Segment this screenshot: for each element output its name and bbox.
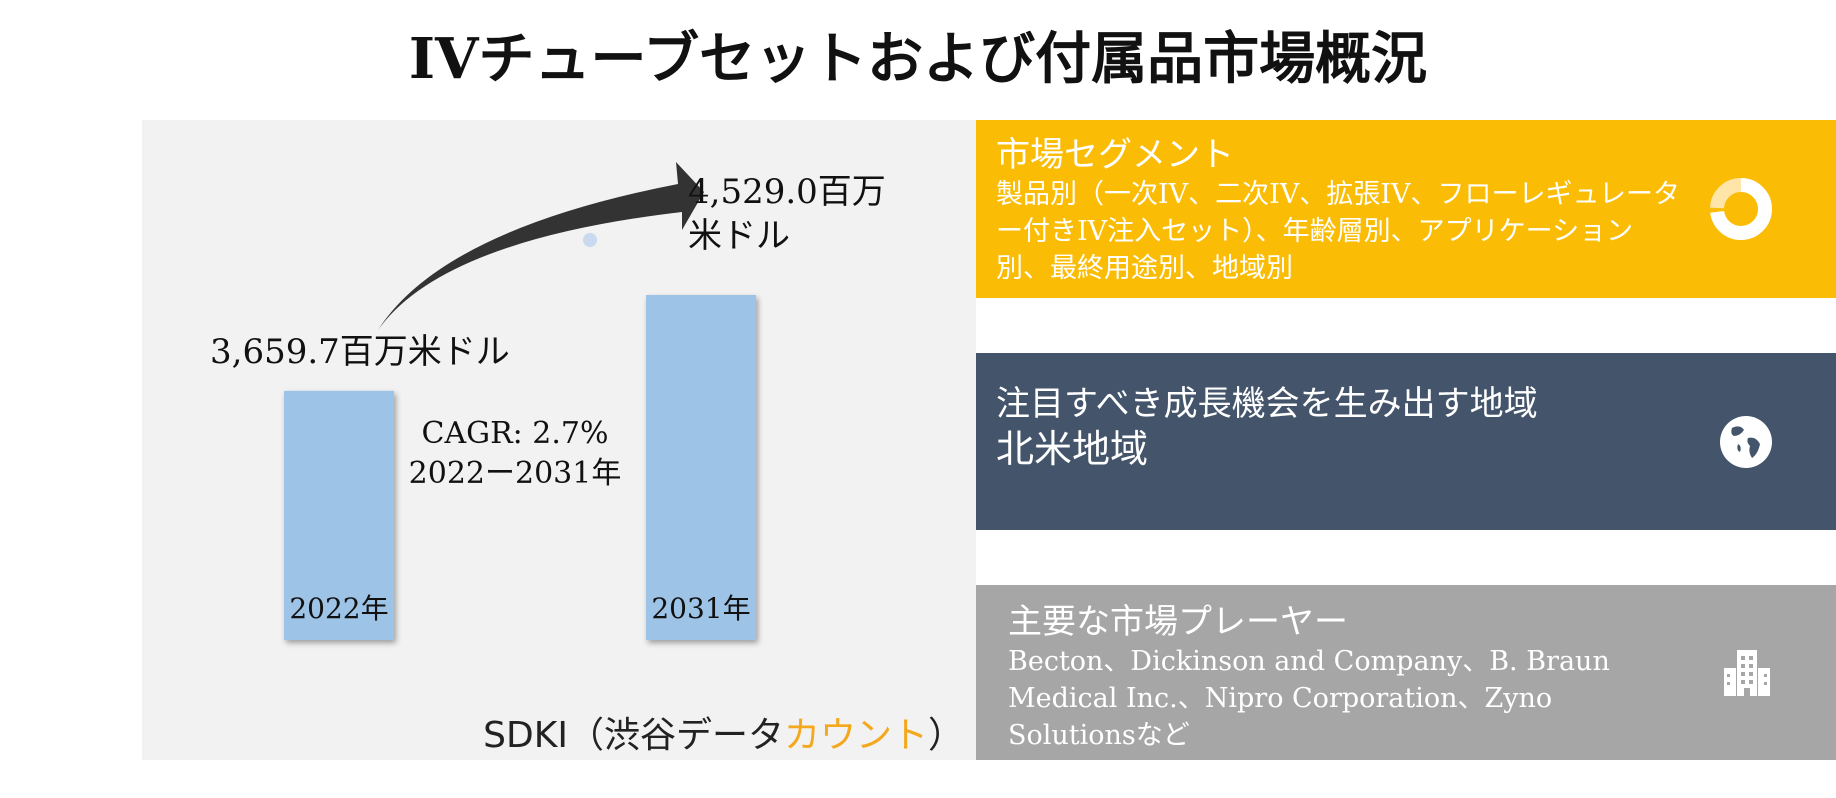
chart-panel: 2022年 2031年 3,659.7百万米ドル 4,529.0百万 米ドル CAG… <box>142 120 976 760</box>
page-title: IVチューブセットおよび付属品市場概況 <box>408 26 1428 92</box>
bar-1 <box>646 295 756 640</box>
cagr-label: CAGR: 2.7% 2022ー2031年 <box>400 414 630 494</box>
brand-prefix: SDKI（渋谷データ <box>483 715 784 756</box>
bar-chart: 2022年 2031年 <box>284 162 756 640</box>
arrow-dot <box>583 233 597 247</box>
globe-icon <box>1720 415 1772 468</box>
segment-heading: 市場セグメント <box>996 135 1234 175</box>
segment-body: 製品別（一次IV、二次IV、拡張IV、フローレギュレーター付きIV注入セット）、… <box>996 179 1680 284</box>
region-box: 注目すべき成長機会を生み出す地域 北米地域 <box>976 353 1836 530</box>
region-heading: 注目すべき成長機会を生み出す地域 <box>996 384 1538 424</box>
brand-logo: SDKI（渋谷データカウント） <box>483 706 964 758</box>
brand-suffix: ） <box>927 715 964 756</box>
category-label-0: 2022年 <box>289 592 388 625</box>
building-icon <box>1724 649 1770 696</box>
players-body: Becton、Dickinson and Company、B. Braun Me… <box>1008 646 1610 751</box>
category-label-1: 2031年 <box>651 592 750 625</box>
growth-arrow <box>378 162 704 330</box>
donut-chart-icon <box>1710 178 1772 240</box>
value-label-2022: 3,659.7百万米ドル <box>210 332 510 372</box>
players-box: 主要な市場プレーヤー Becton、Dickinson and Company、… <box>976 585 1836 760</box>
value-label-2031: 4,529.0百万 米ドル <box>688 172 886 256</box>
players-heading: 主要な市場プレーヤー <box>1008 602 1348 642</box>
segment-box: 市場セグメント 製品別（一次IV、二次IV、拡張IV、フローレギュレーター付きI… <box>976 120 1836 298</box>
cagr-period: 2022ー2031年 <box>408 456 622 491</box>
brand-accent: カウント <box>783 715 928 756</box>
cagr-value: CAGR: 2.7% <box>421 416 609 451</box>
region-body: 北米地域 <box>996 427 1149 471</box>
bar-0 <box>284 390 394 640</box>
